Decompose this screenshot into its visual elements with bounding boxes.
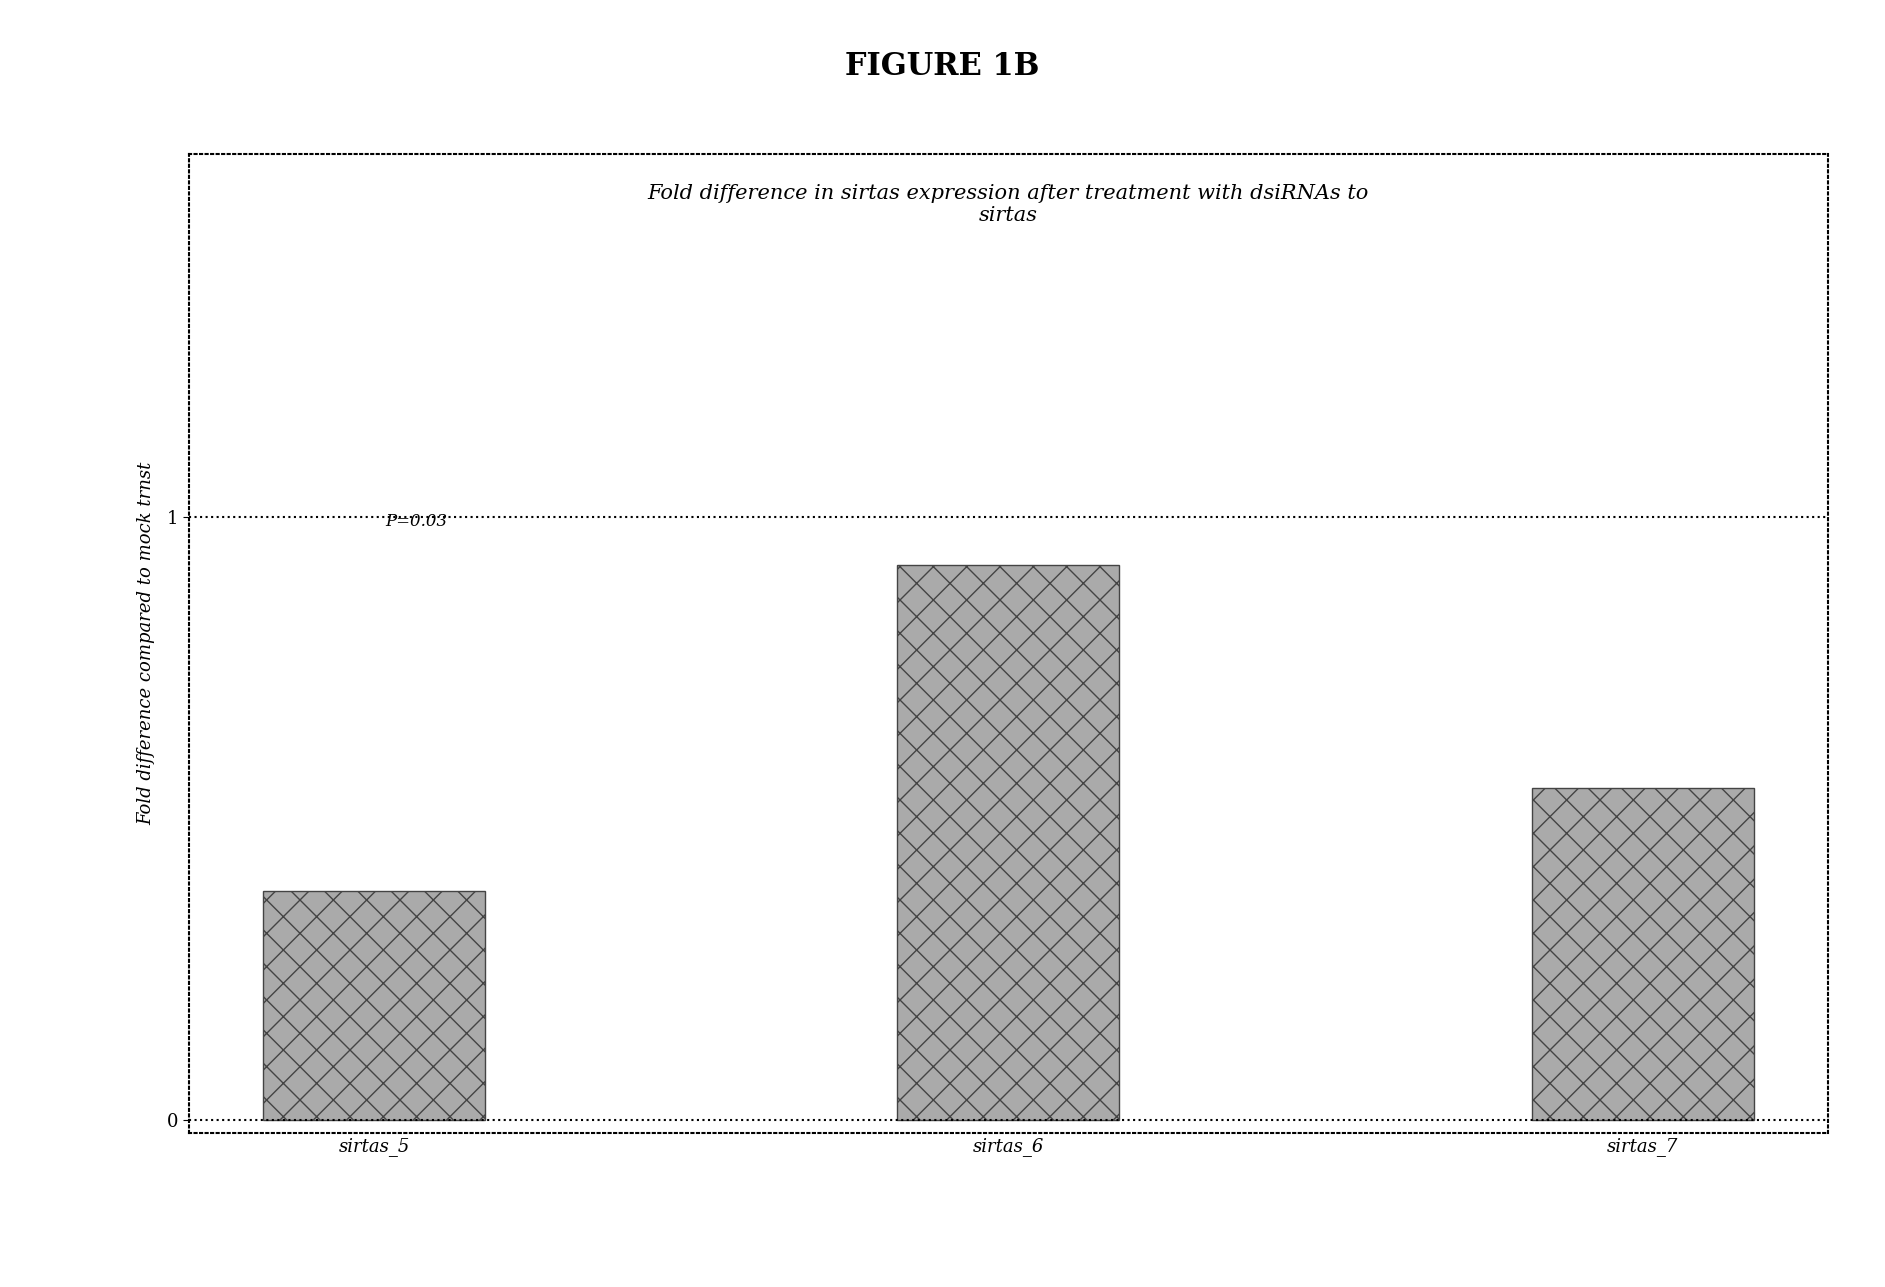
Bar	[264, 891, 484, 1121]
Text: Fold difference in sirtas expression after treatment with dsiRNAs to
sirtas: Fold difference in sirtas expression aft…	[648, 184, 1369, 225]
Text: P=0.03: P=0.03	[385, 514, 447, 530]
Bar	[897, 565, 1120, 1121]
Y-axis label: Fold difference compared to mock trnst: Fold difference compared to mock trnst	[138, 462, 155, 825]
Bar	[1533, 789, 1753, 1121]
Text: FIGURE 1B: FIGURE 1B	[844, 51, 1041, 82]
